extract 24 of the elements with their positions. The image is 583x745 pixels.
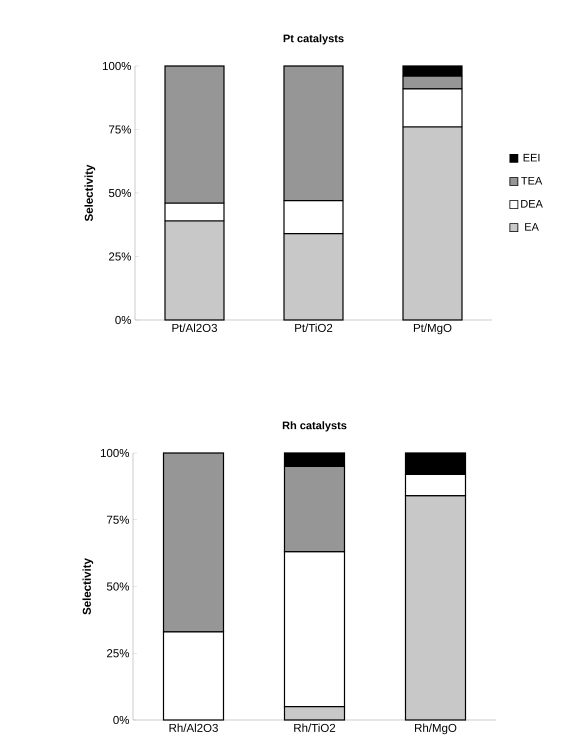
y-tick-label: 100% [102, 62, 132, 70]
x-tick-label: Pt/Al2O3 [172, 324, 217, 332]
x-tick-label: Rh/TiO2 [294, 724, 336, 732]
legend-label: EEI [524, 154, 540, 162]
chart-title: Rh catalysts [282, 421, 346, 432]
y-tick-label: 100% [100, 448, 130, 458]
y-tick-label: 0% [115, 316, 132, 324]
y-tick-label: 25% [107, 649, 130, 658]
x-tick-label: Pt/TiO2 [295, 324, 332, 332]
x-tick-label: Pt/MgO [414, 324, 452, 334]
y-axis-title: Selectivity [84, 164, 96, 222]
y-tick-label: 50% [106, 582, 130, 591]
y-tick-label: 25% [109, 252, 132, 261]
y-tick-label: 75% [109, 125, 132, 134]
x-tick-label: Rh/Al2O3 [170, 724, 218, 732]
y-tick-label: 50% [108, 188, 132, 198]
legend-label: TEA [521, 176, 542, 184]
legend-label: EA [525, 223, 539, 231]
y-tick-label: 75% [107, 516, 130, 524]
y-tick-label: 0% [113, 716, 130, 724]
y-axis-title: Selectivity [82, 558, 94, 615]
x-tick-label: Rh/MgO [415, 724, 456, 734]
legend-label: DEA [521, 200, 543, 208]
chart-title: Pt catalysts [284, 34, 344, 44]
